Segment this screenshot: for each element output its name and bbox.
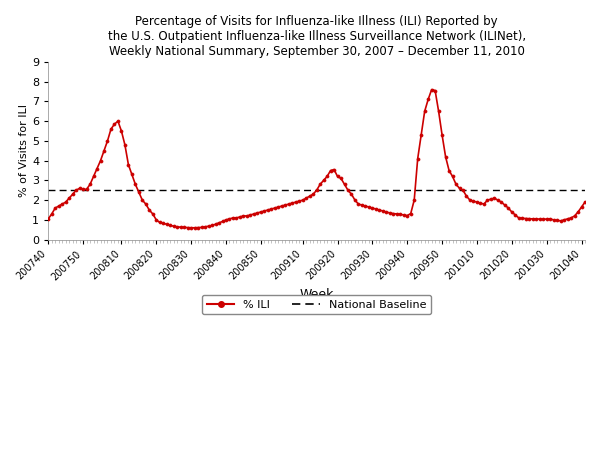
Y-axis label: % of Visits for ILI: % of Visits for ILI — [19, 104, 29, 197]
Legend: % ILI, National Baseline: % ILI, National Baseline — [202, 295, 431, 314]
X-axis label: Week: Week — [299, 288, 334, 301]
Title: Percentage of Visits for Influenza-like Illness (ILI) Reported by
the U.S. Outpa: Percentage of Visits for Influenza-like … — [107, 15, 526, 58]
